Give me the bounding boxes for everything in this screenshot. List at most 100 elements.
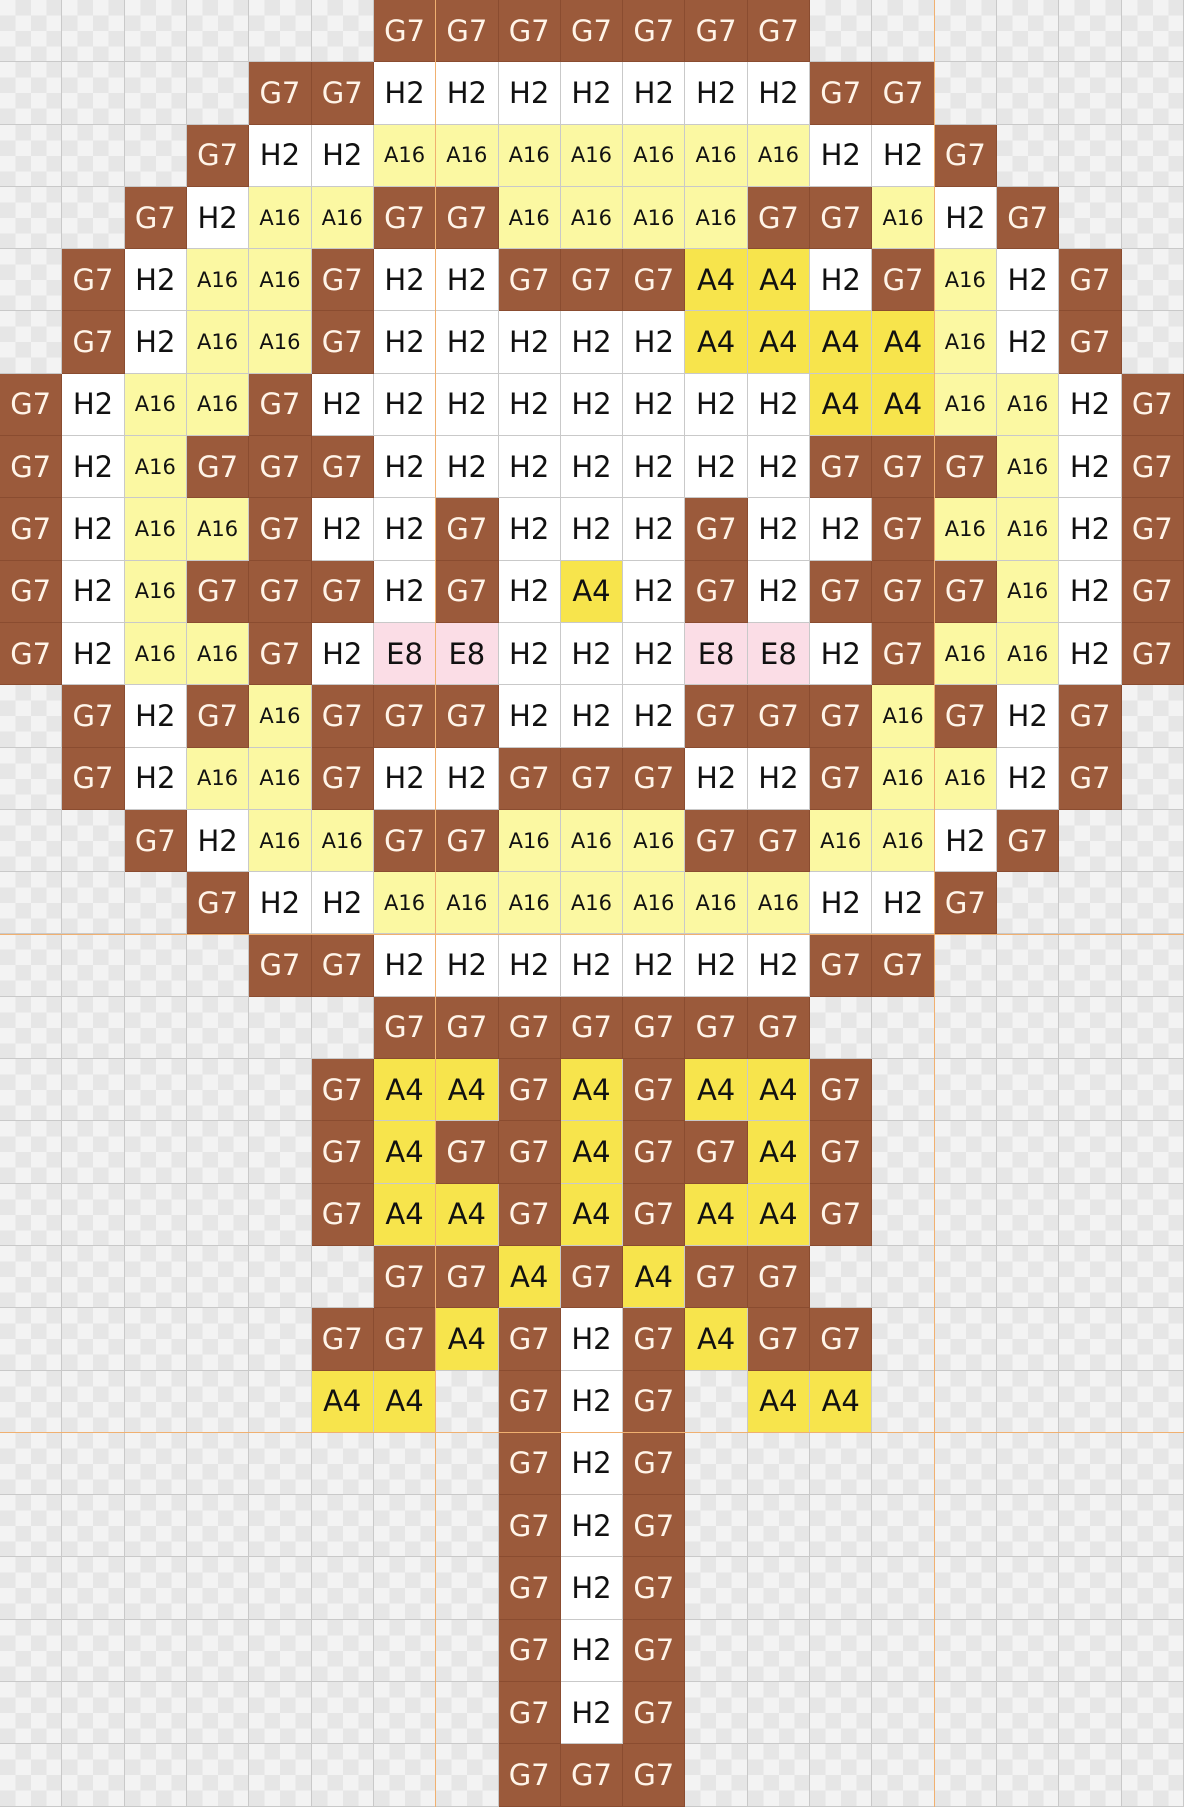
bead-cell: A16: [249, 249, 312, 312]
empty-cell: [249, 996, 312, 1060]
bead-cell: G7: [623, 1682, 686, 1745]
bead-cell: G7: [623, 249, 686, 312]
empty-cell: [747, 1619, 811, 1683]
bead-cell: G7: [934, 560, 997, 623]
bead-cell: G7: [810, 186, 873, 250]
empty-cell: [997, 1121, 1060, 1184]
bead-cell: E8: [747, 622, 811, 686]
bead-cell: H2: [560, 436, 624, 499]
bead-cell: A16: [249, 747, 312, 810]
empty-cell: [1059, 124, 1122, 187]
bead-cell: G7: [623, 1308, 686, 1371]
bead-cell: G7: [62, 747, 125, 810]
empty-cell: [997, 1308, 1060, 1371]
bead-cell: A16: [934, 498, 997, 561]
empty-cell: [1121, 186, 1184, 250]
bead-cell: G7: [623, 1121, 686, 1184]
empty-cell: [436, 1432, 499, 1496]
bead-cell: H2: [560, 934, 624, 997]
bead-cell: A4: [810, 1370, 873, 1433]
bead-cell: A16: [186, 498, 250, 561]
bead-cell: G7: [685, 498, 748, 561]
bead-cell: G7: [0, 436, 63, 499]
bead-cell: A16: [747, 124, 811, 187]
empty-cell: [747, 1432, 811, 1496]
empty-cell: [872, 1495, 935, 1558]
bead-cell: G7: [810, 436, 873, 499]
bead-cell: G7: [249, 498, 312, 561]
empty-cell: [934, 1557, 997, 1620]
bead-cell: H2: [1059, 373, 1122, 437]
bead-cell: A16: [623, 186, 686, 250]
bead-cell: G7: [560, 0, 624, 63]
empty-cell: [186, 1682, 250, 1745]
empty-cell: [1059, 1059, 1122, 1122]
bead-cell: G7: [623, 1619, 686, 1683]
empty-cell: [62, 124, 125, 187]
empty-cell: [1059, 62, 1122, 125]
bead-cell: H2: [249, 124, 312, 187]
bead-cell: A4: [747, 311, 811, 374]
empty-cell: [1059, 1121, 1122, 1184]
empty-cell: [685, 1619, 748, 1683]
bead-cell: H2: [560, 622, 624, 686]
bead-cell: A4: [747, 1370, 811, 1433]
bead-cell: H2: [249, 872, 312, 935]
bead-cell: A4: [436, 1308, 499, 1371]
bead-cell: G7: [1059, 249, 1122, 312]
bead-cell: A16: [249, 809, 312, 873]
empty-cell: [0, 1370, 63, 1433]
empty-cell: [810, 1245, 873, 1309]
bead-cell: H2: [124, 249, 187, 312]
bead-cell: H2: [560, 1495, 624, 1558]
empty-cell: [0, 124, 63, 187]
empty-cell: [373, 1744, 437, 1807]
bead-cell: H2: [623, 934, 686, 997]
empty-cell: [1121, 1308, 1184, 1371]
bead-cell: H2: [62, 373, 125, 437]
empty-cell: [0, 1619, 63, 1683]
empty-cell: [62, 1121, 125, 1184]
empty-cell: [62, 1245, 125, 1309]
bead-cell: H2: [498, 498, 561, 561]
empty-cell: [934, 1183, 997, 1246]
empty-cell: [997, 1619, 1060, 1683]
bead-cell: A4: [685, 1059, 748, 1122]
bead-cell: G7: [186, 685, 250, 748]
bead-cell: H2: [747, 560, 811, 623]
empty-cell: [186, 1059, 250, 1122]
bead-cell: H2: [1059, 622, 1122, 686]
empty-cell: [934, 996, 997, 1060]
bead-cell: H2: [1059, 436, 1122, 499]
bead-cell: G7: [1059, 311, 1122, 374]
bead-cell: H2: [436, 436, 499, 499]
empty-cell: [186, 996, 250, 1060]
bead-cell: G7: [810, 1059, 873, 1122]
bead-cell: A4: [685, 1308, 748, 1371]
bead-cell: A16: [997, 560, 1060, 623]
empty-cell: [934, 1370, 997, 1433]
bead-cell: G7: [311, 1059, 374, 1122]
bead-cell: A4: [685, 249, 748, 312]
bead-cell: G7: [436, 996, 499, 1060]
empty-cell: [62, 1557, 125, 1620]
bead-cell: G7: [997, 186, 1060, 250]
empty-cell: [249, 1432, 312, 1496]
empty-cell: [62, 0, 125, 63]
empty-cell: [124, 1619, 187, 1683]
bead-cell: A16: [685, 186, 748, 250]
bead-cell: A4: [810, 311, 873, 374]
empty-cell: [685, 1370, 748, 1433]
empty-cell: [124, 1183, 187, 1246]
empty-cell: [1121, 1183, 1184, 1246]
empty-cell: [0, 934, 63, 997]
bead-cell: H2: [560, 1308, 624, 1371]
bead-cell: H2: [373, 311, 437, 374]
bead-cell: H2: [747, 498, 811, 561]
empty-cell: [249, 1495, 312, 1558]
bead-cell: G7: [311, 436, 374, 499]
empty-cell: [1121, 1121, 1184, 1184]
bead-cell: A16: [934, 747, 997, 810]
bead-cell: G7: [498, 747, 561, 810]
